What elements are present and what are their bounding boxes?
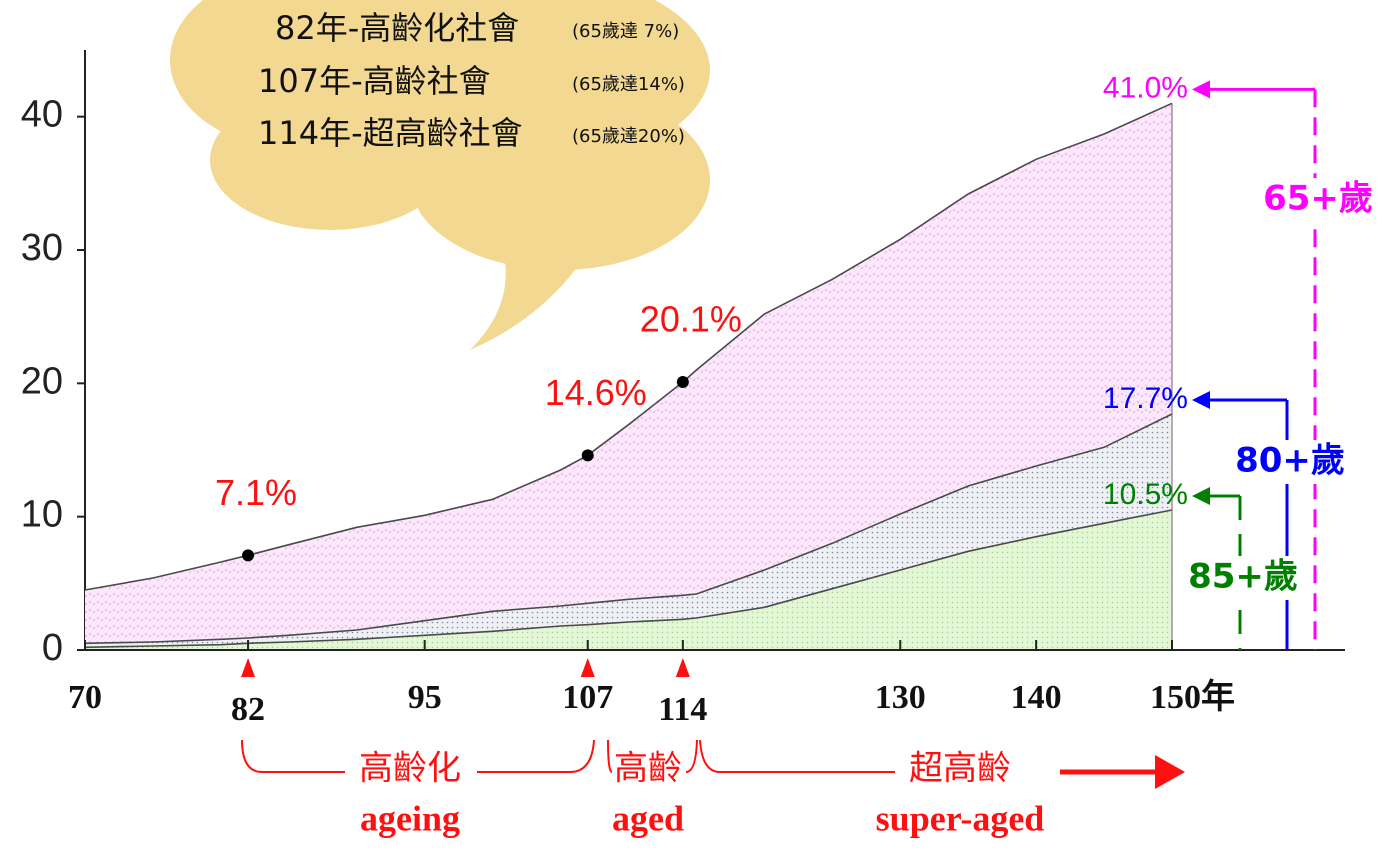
note-detail: (65歲達20%) xyxy=(572,126,685,147)
x-tick-label: 130 xyxy=(875,679,926,716)
legend-name: 65+歲 xyxy=(1263,179,1373,219)
note: 82年-高齡化社會 xyxy=(275,9,519,47)
end-label: 41.0% xyxy=(1103,71,1188,104)
legend-name: 80+歲 xyxy=(1235,441,1345,481)
milestone-triangle xyxy=(241,658,256,677)
point-marker xyxy=(581,449,594,462)
stage-label: 高齡 xyxy=(614,749,682,789)
area-line xyxy=(84,509,1173,649)
y-tick-label: 20 xyxy=(21,360,63,402)
stage-english: super-aged xyxy=(876,798,1045,838)
x-tick-label: 95 xyxy=(408,679,442,716)
stage-label: 高齡化 xyxy=(359,749,461,789)
value-label: 7.1% xyxy=(215,472,297,513)
x-tick-label: 114 xyxy=(658,691,707,728)
stage-arrowhead xyxy=(1155,755,1185,789)
legend-bg xyxy=(1250,178,1386,222)
x-tick-label: 82 xyxy=(231,691,265,728)
y-tick-label: 0 xyxy=(42,627,63,669)
value-label: 20.1% xyxy=(640,299,742,340)
legend-bg xyxy=(1222,440,1358,484)
legend-arrowhead xyxy=(1192,80,1210,99)
legend-bg xyxy=(1175,556,1311,600)
note: 107年-高齡社會 xyxy=(258,62,491,100)
stage-english: aged xyxy=(612,798,684,838)
area-fill xyxy=(85,510,1172,650)
end-label: 17.7% xyxy=(1103,382,1188,415)
note-detail: (65歲達14%) xyxy=(572,74,685,95)
stage-label: 超高齡 xyxy=(909,749,1011,789)
x-tick-label: 107 xyxy=(562,679,613,716)
stage-bracket xyxy=(241,739,895,773)
legend-arrowhead xyxy=(1192,391,1210,409)
area-line xyxy=(84,102,1173,591)
speech-bubble xyxy=(170,0,710,350)
legend-name: 85+歲 xyxy=(1188,557,1298,597)
y-tick-label: 10 xyxy=(21,494,63,536)
point-marker xyxy=(676,376,689,388)
end-label: 10.5% xyxy=(1103,478,1188,511)
legend-arrowhead xyxy=(1192,487,1210,505)
y-tick-label: 40 xyxy=(21,94,63,136)
note-detail: (65歲達 7%) xyxy=(572,21,679,42)
area-line xyxy=(84,413,1173,645)
y-tick-label: 30 xyxy=(21,227,63,269)
x-tick-label: 70 xyxy=(68,679,102,716)
milestone-triangle xyxy=(580,658,595,677)
value-label: 14.6% xyxy=(545,372,647,413)
x-tick-label: 150年 xyxy=(1150,678,1235,716)
milestone-triangle xyxy=(675,658,690,677)
x-tick-label: 140 xyxy=(1011,679,1062,716)
plot-area: 0 10 20 30 40 70 82 95 107 114 130 140 150年 xyxy=(21,50,1345,728)
note: 114年-超高齡社會 xyxy=(258,114,523,152)
overlay: 7.1% 14.6% 20.1% 41.0% 65+歲 17.7% 80+歲 10.5% 85+… xyxy=(215,71,1386,838)
stage-english: ageing xyxy=(360,798,460,838)
point-marker xyxy=(242,549,255,562)
